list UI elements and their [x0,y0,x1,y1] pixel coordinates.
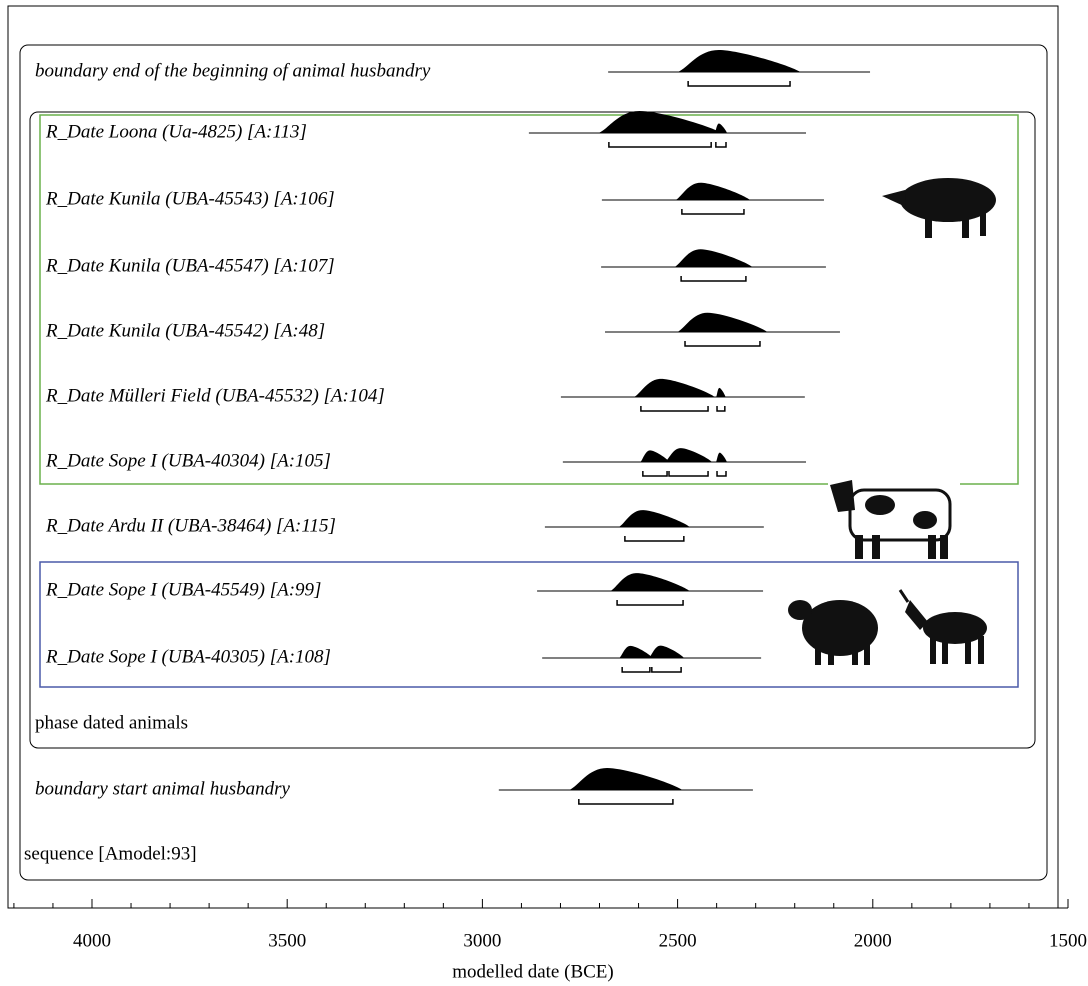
range-bracket [716,406,726,412]
row-label: R_Date Loona (Ua-4825) [A:113] [45,121,307,142]
posterior [674,249,753,267]
sheep-icon [788,600,878,665]
range-bracket [621,667,651,673]
sequence-label: sequence [Amodel:93] [24,843,197,864]
box-gap [828,478,960,490]
posterior [716,452,727,462]
posterior [598,111,722,133]
range-bracket [680,276,747,282]
posterior [569,768,683,790]
row-label: R_Date Kunila (UBA-45542) [A:48] [45,320,325,341]
posterior [665,448,712,462]
range-bracket [642,471,668,477]
caprine-group-box [39,561,1019,688]
x-tick-label: 4000 [73,930,111,951]
range-bracket [578,799,674,805]
range-bracket [640,406,709,412]
row-label: R_Date Ardu II (UBA-38464) [A:115] [45,515,336,536]
posterior [610,573,690,591]
goat-icon [898,589,987,664]
wild-group-box [39,114,1019,485]
x-tick-label: 2000 [854,930,892,951]
posterior [619,645,653,658]
posterior [716,387,726,397]
posterior [618,510,690,527]
row-label: boundary end of the beginning of animal … [35,60,431,81]
x-tick-label: 2500 [659,930,697,951]
row-label: boundary start animal husbandry [35,778,290,799]
x-tick-label: 1500 [1049,930,1087,951]
row-label: R_Date Kunila (UBA-45547) [A:107] [45,255,335,276]
boar-icon [882,178,996,238]
posterior [640,450,670,462]
x-tick-label: 3500 [268,930,306,951]
posterior [675,182,751,200]
row-label: R_Date Sope I (UBA-40305) [A:108] [45,646,331,667]
range-bracket [687,81,791,87]
range-bracket [624,536,685,542]
range-bracket [651,667,682,673]
phase-label: phase dated animals [35,712,188,733]
phase-box [29,111,1036,749]
sequence-box [19,44,1048,881]
posterior [634,378,715,397]
posterior [648,645,685,658]
range-bracket [681,209,745,215]
x-axis-title: modelled date (BCE) [452,961,613,982]
range-bracket [616,600,684,606]
range-bracket [716,471,727,477]
range-bracket [684,341,761,347]
posterior [714,123,728,133]
range-bracket [715,142,727,148]
range-bracket [668,471,709,477]
row-label: R_Date Kunila (UBA-45543) [A:106] [45,188,335,209]
range-bracket [608,142,712,148]
cow-icon [830,480,952,559]
row-label: R_Date Sope I (UBA-40304) [A:105] [45,450,331,471]
row-label: R_Date Mülleri Field (UBA-45532) [A:104] [45,385,385,406]
posterior [677,50,801,72]
x-tick-label: 3000 [463,930,501,951]
row-label: R_Date Sope I (UBA-45549) [A:99] [45,579,321,600]
posterior [677,312,768,332]
